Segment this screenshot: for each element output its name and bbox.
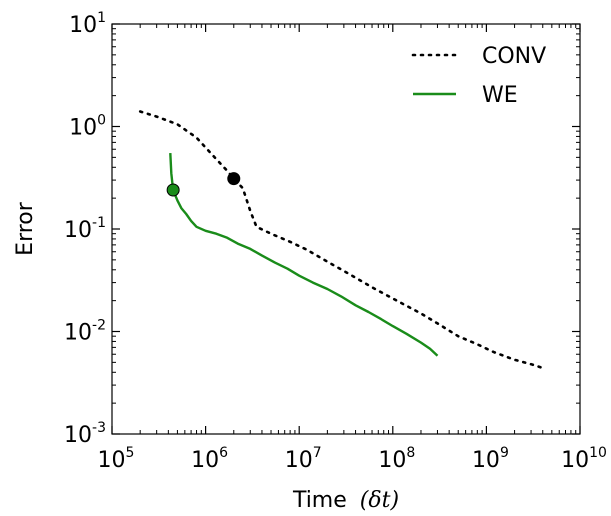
y-tick-label-exponent: 0: [97, 113, 106, 129]
y-tick-label: 101: [69, 10, 106, 38]
series-line-conv: [138, 110, 545, 370]
y-tick-label: 10-3: [64, 420, 106, 448]
x-tick-label: 106: [191, 445, 228, 473]
marker-conv: [227, 172, 241, 186]
x-tick-label-exponent: 5: [126, 445, 135, 461]
x-tick-label-base: 10: [98, 448, 126, 473]
y-tick-label-base: 10: [64, 218, 92, 243]
x-tick-label-base: 10: [191, 448, 219, 473]
legend-conv-label: CONV: [482, 44, 546, 69]
marker-we: [166, 183, 180, 197]
series-line-we: [169, 153, 439, 357]
x-tick-label: 1010: [561, 445, 607, 473]
marker-layer: [166, 172, 241, 197]
x-tick-label-exponent: 8: [406, 445, 415, 461]
x-tick-label-exponent: 6: [219, 445, 228, 461]
x-tick-label-base: 10: [472, 448, 500, 473]
x-axis-label-unit: (δt): [360, 488, 399, 513]
x-tick-label: 107: [285, 445, 322, 473]
y-tick-label: 10-1: [64, 215, 106, 243]
x-tick-label-exponent: 9: [500, 445, 509, 461]
x-tick-label-base: 10: [378, 448, 406, 473]
series-layer: [138, 110, 545, 370]
legend: CONV WE: [411, 44, 546, 108]
y-tick-label-exponent: -3: [92, 420, 106, 436]
x-tick-label: 105: [98, 445, 135, 473]
y-tick-label-exponent: -1: [92, 215, 106, 231]
y-axis-label: Error: [13, 201, 38, 256]
x-tick-label-base: 10: [285, 448, 313, 473]
y-tick-label-base: 10: [64, 423, 92, 448]
x-tick-label: 108: [378, 445, 415, 473]
y-tick-label-base: 10: [69, 116, 97, 141]
x-tick-label: 109: [472, 445, 509, 473]
y-tick-label-base: 10: [64, 321, 92, 346]
y-tick-label-base: 10: [69, 13, 97, 38]
x-tick-label-exponent: 7: [313, 445, 322, 461]
y-tick-label: 10-2: [64, 318, 106, 346]
x-axis-label-main: Time: [292, 488, 347, 513]
y-tick-label: 100: [69, 113, 106, 141]
y-tick-label-exponent: -2: [92, 318, 106, 334]
x-tick-label-base: 10: [561, 448, 589, 473]
legend-we-label: WE: [482, 83, 518, 108]
y-tick-label-exponent: 1: [97, 10, 106, 26]
x-axis-label: Time (δt): [292, 488, 399, 513]
x-tick-label-exponent: 10: [589, 445, 607, 461]
